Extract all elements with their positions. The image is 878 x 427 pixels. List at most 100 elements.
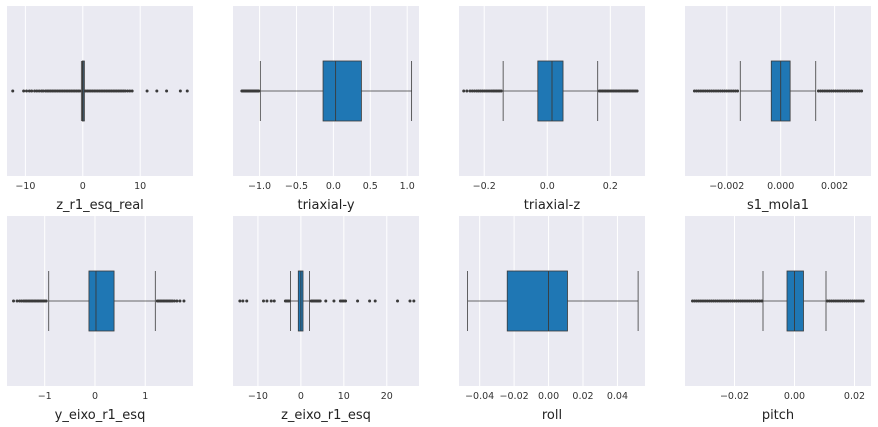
outlier-point xyxy=(30,89,34,93)
outlier-point xyxy=(33,89,37,93)
outlier-point xyxy=(720,89,724,93)
x-axis-label: triaxial-y xyxy=(297,198,354,213)
outlier-point xyxy=(697,89,701,93)
boxplot-panel-8: −0.02 0.00 0.02 pitch xyxy=(685,216,871,423)
outlier-point xyxy=(27,89,31,93)
outlier-point xyxy=(855,89,859,93)
x-tick-label: 0.0 xyxy=(326,181,341,192)
x-tick-label: 1 xyxy=(142,391,148,402)
outlier-point xyxy=(754,299,757,303)
x-tick-label: −0.002 xyxy=(709,181,744,192)
outlier-point xyxy=(842,89,846,93)
x-tick-label: 0.002 xyxy=(821,181,848,192)
outlier-point xyxy=(22,89,26,93)
x-tick-label: 0 xyxy=(80,181,86,192)
outlier-point xyxy=(708,89,712,93)
x-axis-label: pitch xyxy=(762,408,794,423)
outlier-point xyxy=(245,299,249,303)
outlier-point xyxy=(145,89,149,93)
outlier-point xyxy=(37,89,41,93)
outlier-point xyxy=(692,89,696,93)
x-axis-label: roll xyxy=(542,408,562,423)
outlier-point xyxy=(830,299,834,303)
x-tick-label: −0.04 xyxy=(465,391,494,402)
outlier-point xyxy=(737,299,741,303)
iqr-box xyxy=(88,270,115,332)
outlier-point xyxy=(465,89,469,93)
outlier-point xyxy=(827,89,831,93)
x-tick-label: −1.0 xyxy=(248,181,271,192)
outlier-point xyxy=(847,89,851,93)
outlier-point xyxy=(710,89,714,93)
outlier-point xyxy=(716,299,720,303)
outlier-point xyxy=(15,299,19,303)
outlier-point xyxy=(840,299,844,303)
x-axis-label: triaxial-z xyxy=(524,198,581,213)
outlier-point xyxy=(155,89,159,93)
outlier-point xyxy=(257,89,261,93)
iqr-box xyxy=(506,270,568,332)
outlier-point xyxy=(828,299,832,303)
x-tick-label: −1 xyxy=(38,391,52,402)
outlier-point xyxy=(728,299,732,303)
outlier-point xyxy=(705,89,709,93)
outlier-point xyxy=(44,299,48,303)
outlier-point xyxy=(356,299,360,303)
x-tick-label: 0.02 xyxy=(572,391,593,402)
outlier-point xyxy=(832,299,836,303)
outlier-point xyxy=(373,299,377,303)
x-axis-label: s1_mola1 xyxy=(747,198,809,213)
outlier-point xyxy=(265,299,269,303)
outlier-point xyxy=(701,89,705,93)
outlier-point xyxy=(712,89,716,93)
outlier-point xyxy=(826,299,829,303)
outlier-point xyxy=(729,89,733,93)
outlier-point xyxy=(175,299,179,303)
outlier-point xyxy=(396,299,400,303)
outlier-point xyxy=(709,299,713,303)
outlier-point xyxy=(701,299,705,303)
outlier-point xyxy=(35,89,39,93)
outlier-point xyxy=(857,299,861,303)
outlier-point xyxy=(741,299,745,303)
outlier-point xyxy=(718,89,722,93)
boxplot-panel-2: −1.0 −0.5 0.0 0.5 1.0 triaxial-y xyxy=(233,6,419,213)
outlier-point xyxy=(821,89,825,93)
x-tick-label: 0 xyxy=(298,391,304,402)
x-tick-label: 0.000 xyxy=(767,181,794,192)
outlier-point xyxy=(172,299,176,303)
outlier-point xyxy=(25,89,29,93)
outlier-point xyxy=(703,299,707,303)
outlier-point xyxy=(847,299,850,303)
x-tick-label: −10 xyxy=(248,391,268,402)
x-tick-label: 0.04 xyxy=(607,391,628,402)
outlier-point xyxy=(851,299,855,303)
outlier-point xyxy=(272,299,276,303)
outlier-point xyxy=(838,299,842,303)
x-tick-label: −0.5 xyxy=(285,181,308,192)
outlier-point xyxy=(733,89,737,93)
outlier-point xyxy=(332,299,336,303)
outlier-point xyxy=(695,89,699,93)
x-axis-label: z_eixo_r1_esq xyxy=(281,408,371,423)
outlier-point xyxy=(860,89,864,93)
outlier-point xyxy=(699,299,703,303)
outlier-point xyxy=(731,89,735,93)
outlier-point xyxy=(749,299,753,303)
outlier-point xyxy=(727,89,731,93)
x-tick-label: −0.02 xyxy=(720,391,749,402)
outlier-point xyxy=(849,299,853,303)
outlier-point xyxy=(408,299,412,303)
outlier-point xyxy=(344,299,348,303)
outlier-point xyxy=(318,299,322,303)
x-tick-label: −0.02 xyxy=(500,391,529,402)
boxplot-panel-1: −10 0 10 z_r1_esq_real xyxy=(7,6,193,213)
outlier-point xyxy=(819,89,823,93)
x-tick-label: 0.02 xyxy=(844,391,865,402)
outlier-point xyxy=(470,89,474,93)
x-tick-label: 0.00 xyxy=(538,391,559,402)
outlier-point xyxy=(834,89,838,93)
boxplot-panel-3: −0.2 0.0 0.2 triaxial-z xyxy=(459,6,645,213)
outlier-point xyxy=(178,299,182,303)
